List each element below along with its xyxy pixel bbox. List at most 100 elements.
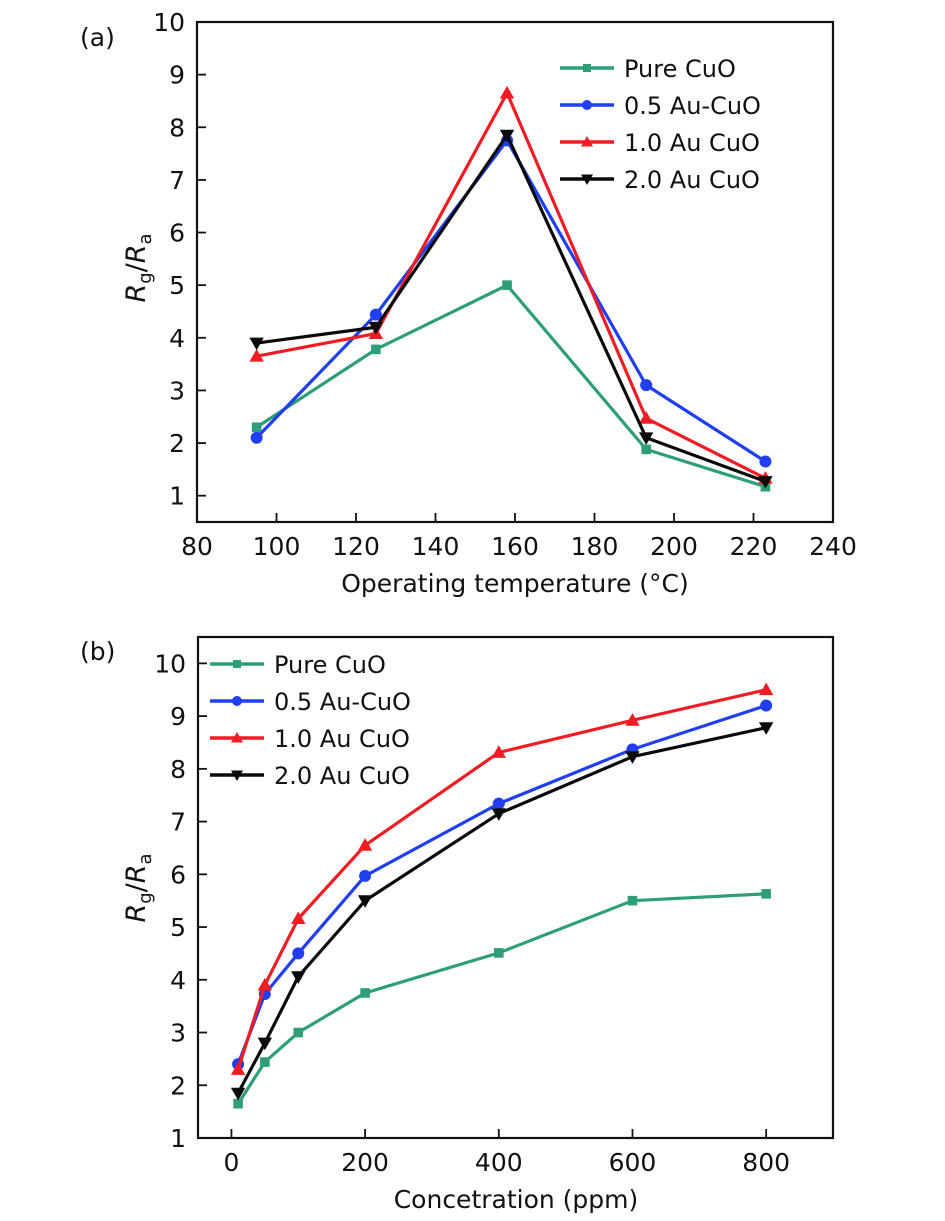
ylabel-sub-a: a: [135, 853, 156, 864]
data-point-pure-cuo: [761, 889, 771, 899]
data-point-pure-cuo: [627, 895, 638, 906]
panel-b-frame: [196, 635, 835, 1140]
data-point-2-0-au-cuo: [491, 808, 506, 821]
panel-b-axes: 0 200 400 600 800 1 2 3 4 5 6 7 8 9 10: [154, 635, 835, 1177]
legend-label: Pure CuO: [624, 55, 736, 83]
panel-b-xtick-label: 200: [341, 1148, 389, 1177]
panel-a-xtick-label: 220: [730, 532, 778, 561]
data-point-0-5-au-cuo: [492, 797, 505, 810]
legend-item-pure-cuo: Pure CuO: [210, 651, 386, 679]
data-point-2-0-au-cuo: [638, 432, 654, 445]
panel-a-ytick-label: 9: [169, 61, 185, 90]
ylabel-slash: /: [121, 882, 152, 892]
series-2-0-au-cuo: [249, 129, 773, 489]
data-point-pure-cuo: [493, 948, 504, 958]
legend-item-0-5-au-cuo: 0.5 Au-CuO: [560, 92, 761, 120]
legend-swatch-marker: [583, 64, 591, 72]
panel-a-ytick-label: 8: [169, 113, 185, 142]
panel-a-legend: Pure CuO 0.5 Au-CuO 1.0 Au CuO 2.0 Au CuO: [560, 55, 761, 194]
panel-a-ytick-label: 2: [169, 429, 185, 458]
data-point-1-0-au-cuo: [249, 349, 264, 362]
panel-b-ytick-label: 5: [170, 913, 186, 942]
data-point-2-0-au-cuo: [257, 1037, 273, 1051]
panel-b-xtick-label: 600: [609, 1148, 657, 1177]
panel-a-xlabel: Operating temperature (°C): [341, 569, 689, 598]
legend-item-0-5-au-cuo: 0.5 Au-CuO: [210, 688, 411, 716]
panel-a-xtick-label: 240: [809, 532, 857, 561]
ylabel-sub-a: a: [135, 233, 156, 244]
legend-label: 0.5 Au-CuO: [274, 688, 411, 716]
legend-swatch-marker: [233, 660, 241, 668]
panel-b-label: (b): [80, 637, 115, 666]
data-point-1-0-au-cuo: [257, 977, 273, 991]
panel-a-xtick-label: 160: [491, 532, 539, 561]
data-point-2-0-au-cuo: [249, 337, 264, 351]
legend-item-2-0-au-cuo: 2.0 Au CuO: [560, 166, 760, 194]
panel-b-ytick-label: 9: [170, 702, 186, 731]
data-point-2-0-au-cuo: [625, 751, 640, 764]
legend-swatch-marker: [231, 732, 243, 743]
legend-label: 1.0 Au CuO: [624, 129, 760, 157]
panel-a-ytick-label: 1: [169, 482, 185, 511]
panel-a-ytick-label: 7: [169, 166, 185, 195]
legend-label: 2.0 Au CuO: [274, 762, 410, 790]
series-pure-cuo: [233, 889, 771, 1109]
data-point-pure-cuo: [233, 1098, 243, 1109]
data-point-pure-cuo: [360, 988, 370, 998]
data-point-2-0-au-cuo: [499, 129, 515, 143]
panel-a-xtick-label: 120: [332, 532, 380, 561]
data-point-pure-cuo: [502, 280, 512, 290]
data-point-1-0-au-cuo: [638, 411, 654, 424]
panel-b-ylabel: Rg/Ra: [121, 853, 156, 922]
data-point-2-0-au-cuo: [758, 476, 773, 489]
data-point-2-0-au-cuo: [368, 321, 384, 335]
panel-b-series: [230, 682, 774, 1109]
series-pure-cuo: [251, 280, 771, 492]
data-point-0-5-au-cuo: [359, 869, 372, 882]
panel-a-ytick-label: 3: [169, 376, 185, 405]
data-point-pure-cuo: [251, 422, 262, 433]
data-point-2-0-au-cuo: [357, 895, 373, 908]
panel-a-ylabel: Rg/Ra: [121, 233, 156, 302]
legend-label: 1.0 Au CuO: [274, 725, 410, 753]
data-point-pure-cuo: [260, 1057, 270, 1067]
panel-a-ytick-label: 6: [169, 219, 185, 248]
ylabel-r1: R: [121, 284, 152, 303]
legend-label: 2.0 Au CuO: [624, 166, 760, 194]
panel-a-ytick-label: 4: [169, 324, 185, 353]
data-point-0-5-au-cuo: [640, 379, 653, 392]
panel-b-ytick-label: 6: [170, 860, 186, 889]
data-point-pure-cuo: [293, 1027, 304, 1038]
panel-b-ytick-label: 2: [170, 1071, 186, 1100]
panel-a-label: (a): [80, 23, 115, 52]
legend-item-pure-cuo: Pure CuO: [560, 55, 736, 83]
ylabel-r2: R: [121, 244, 152, 263]
panel-b-ytick-label: 8: [170, 755, 186, 784]
legend-swatch-marker: [581, 136, 593, 147]
panel-a-ytick-label: 10: [153, 8, 185, 37]
panel-b-ytick-label: 7: [170, 808, 186, 837]
legend-item-1-0-au-cuo: 1.0 Au CuO: [560, 129, 760, 157]
panel-a-xtick-label: 80: [181, 532, 213, 561]
legend-label: Pure CuO: [274, 651, 386, 679]
legend-swatch-marker: [581, 174, 593, 185]
panel-a-xtick-label: 180: [571, 532, 619, 561]
series-line-0-5-au-cuo: [236, 704, 767, 1065]
data-point-2-0-au-cuo: [230, 1087, 246, 1101]
panel-a-xtick-label: 100: [253, 532, 301, 561]
ylabel-r2: R: [121, 864, 152, 883]
panel-b-xtick-label: 0: [223, 1148, 239, 1177]
data-point-1-0-au-cuo: [499, 85, 515, 99]
panel-a-xtick-label: 140: [412, 532, 460, 561]
data-point-0-5-au-cuo: [250, 431, 263, 444]
legend-item-1-0-au-cuo: 1.0 Au CuO: [210, 725, 410, 753]
panel-a-axes: 80 100 120 140 160 180 200 220 240 1 2 3 4 5 6 7 8 9 10: [153, 8, 857, 561]
panel-b-legend: Pure CuO 0.5 Au-CuO 1.0 Au CuO 2.0 Au CuO: [210, 651, 411, 790]
data-point-0-5-au-cuo: [369, 308, 382, 321]
panel-a-ytick-label: 5: [169, 271, 185, 300]
data-point-1-0-au-cuo: [230, 1062, 246, 1075]
data-point-1-0-au-cuo: [625, 713, 640, 726]
ylabel-sub-g: g: [135, 892, 156, 903]
ylabel-r1: R: [121, 904, 152, 923]
data-point-1-0-au-cuo: [357, 838, 373, 851]
